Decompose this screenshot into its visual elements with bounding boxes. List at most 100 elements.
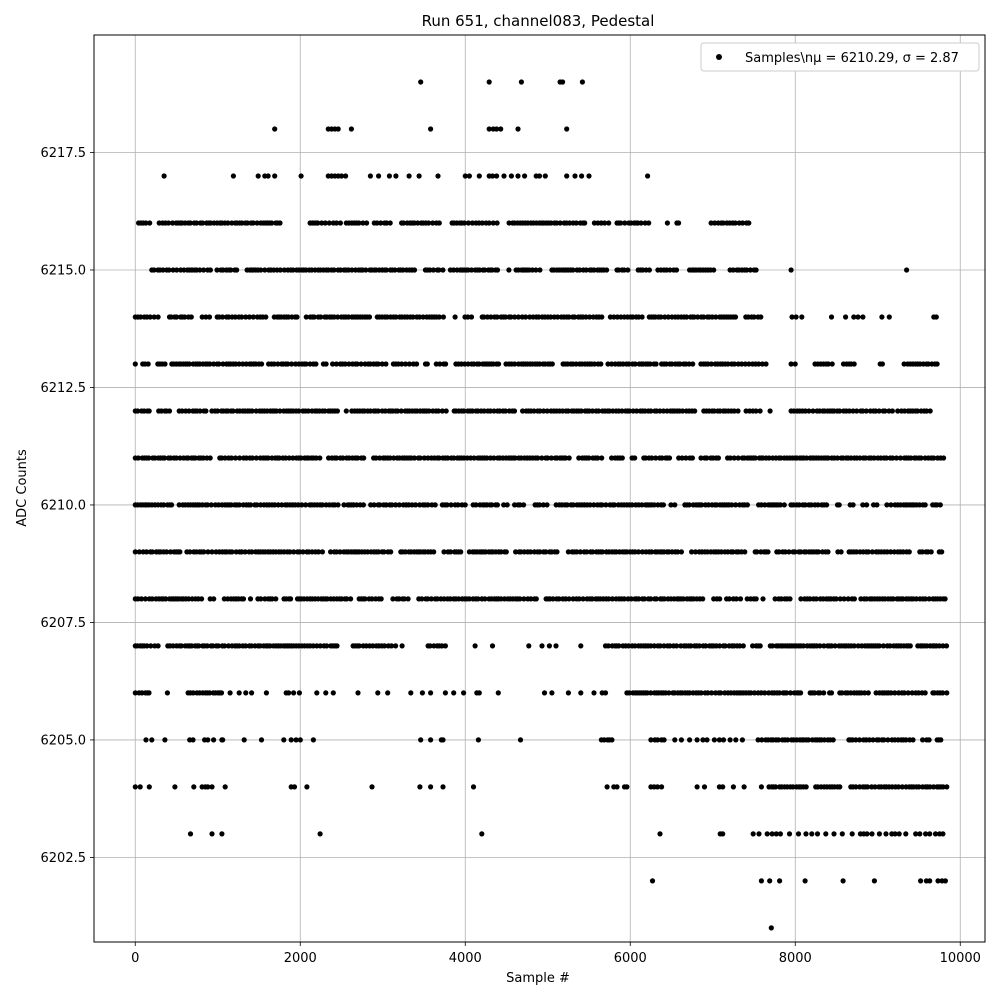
data-point [731,455,737,461]
data-point [609,737,615,743]
data-point [417,784,423,790]
data-point [888,502,894,508]
data-point [448,502,454,508]
data-point [659,455,665,461]
data-point [168,549,174,555]
data-point [161,502,167,508]
data-point [201,549,207,555]
data-point [486,126,492,132]
data-point [591,690,597,696]
data-point [732,314,739,320]
data-point [674,643,680,649]
data-point [879,361,886,367]
data-point [539,643,545,649]
data-point [788,361,794,367]
data-point [866,737,873,743]
data-point [742,361,748,367]
data-point [258,267,264,273]
data-point [161,173,167,179]
data-point [436,220,442,226]
data-point [303,502,309,508]
data-point [604,784,610,790]
data-point [328,549,334,555]
data-point [426,220,432,226]
data-point [762,502,768,508]
data-point [387,220,393,226]
data-point [214,267,220,273]
x-tick-label: 8000 [779,951,812,966]
data-point [490,220,496,226]
data-point [802,502,808,508]
data-point [377,455,383,461]
data-point [865,690,871,696]
data-point [731,408,737,414]
data-point [305,408,311,414]
data-point [679,455,685,461]
data-point [855,314,861,320]
data-point [942,596,948,602]
data-point [897,455,904,461]
data-point [619,408,625,414]
data-point [228,267,234,273]
data-point [653,361,659,367]
data-point [932,831,939,837]
data-point [837,408,843,414]
data-point [853,784,859,790]
data-point [717,596,723,602]
data-point [577,549,583,555]
data-point [441,549,447,555]
data-point [735,408,741,414]
chart-title: Run 651, channel083, Pedestal [422,12,655,30]
data-point [705,690,711,696]
data-point [479,220,485,226]
data-point [645,173,651,179]
data-point [515,314,522,320]
data-point [684,314,690,320]
data-point [248,502,254,508]
data-point [895,784,902,790]
data-point [609,596,616,602]
data-point [629,502,635,508]
data-point [469,408,475,414]
data-point [624,784,630,790]
data-point [767,408,773,414]
data-point [542,173,548,179]
data-point [550,596,556,602]
data-point [511,408,518,414]
data-point [201,267,207,273]
data-point [834,455,841,461]
data-point [527,549,534,555]
data-point [638,220,644,226]
data-point [766,455,772,461]
data-point [162,737,168,743]
data-point [589,596,595,602]
data-point [228,455,235,461]
data-point [476,361,482,367]
data-point [416,314,423,320]
data-point [169,502,175,508]
data-point [722,643,728,649]
data-point [374,220,380,226]
data-point [815,502,821,508]
data-point [753,596,759,602]
data-point [595,455,601,461]
data-point [335,502,341,508]
data-point [625,267,631,273]
data-point [349,267,355,273]
data-point [927,408,933,414]
data-point [824,502,830,508]
data-point [148,643,154,649]
data-point [205,737,211,743]
data-point [401,596,407,602]
data-point [218,690,225,696]
data-point [639,502,645,508]
data-point [486,79,492,85]
data-point [331,267,337,273]
data-point [763,361,769,367]
data-point [648,596,654,602]
data-point [503,549,509,555]
data-point [909,690,915,696]
data-point [906,549,912,555]
data-point [764,831,770,837]
data-point [149,596,155,602]
